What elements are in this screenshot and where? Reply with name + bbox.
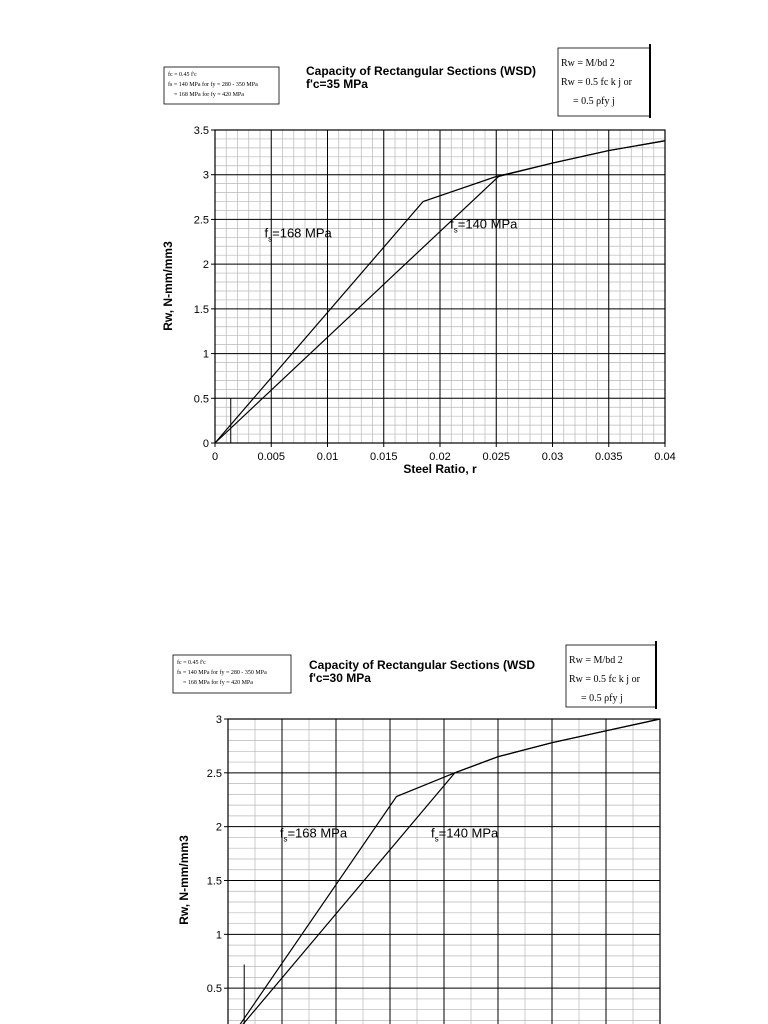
y-tick-label: 1.5: [194, 304, 209, 316]
label-text: =140 MPa: [439, 825, 499, 840]
series-label: fs=168 MPa: [265, 225, 333, 243]
series-label: fs=140 MPa: [431, 825, 499, 843]
series-line: [242, 718, 661, 1024]
y-axis-label: Rw, N-mm/mm3: [161, 241, 175, 331]
label-main: f: [431, 825, 435, 840]
chart-title: f'c=30 MPa: [309, 671, 371, 685]
y-tick-label: 0.5: [194, 393, 209, 405]
notes-box: [163, 66, 280, 105]
plot-frame: [214, 129, 666, 444]
x-tick-label: 0.015: [370, 451, 398, 463]
series-line: [214, 140, 666, 444]
label-text: =168 MPa: [287, 825, 347, 840]
y-tick-label: 2.5: [194, 214, 209, 226]
x-tick-label: 0.005: [257, 451, 285, 463]
y-tick-label: 3: [203, 170, 209, 182]
formula-line: = 0.5 ρfy j: [573, 96, 615, 107]
x-tick-label: 0.02: [429, 451, 450, 463]
x-tick-label: 0.03: [542, 451, 563, 463]
formula-line: Rw = M/bd 2: [569, 655, 623, 666]
x-tick-label: 0.025: [482, 451, 510, 463]
chart-title: Capacity of Rectangular Sections (WSD: [309, 658, 535, 672]
y-tick-label: 1: [216, 929, 222, 941]
label-main: f: [265, 225, 269, 240]
y-tick-label: 3.5: [194, 125, 209, 137]
x-axis-label: Steel Ratio, r: [403, 462, 477, 476]
x-tick-label: 0: [212, 451, 218, 463]
y-tick-label: 1: [203, 349, 209, 361]
label-sub: s: [454, 225, 458, 234]
formula-line: Rw = M/bd 2: [561, 58, 615, 69]
label-sub: s: [268, 234, 272, 243]
formula-line: Rw = 0.5 fc k j or: [561, 77, 633, 88]
y-tick-label: 0.5: [207, 983, 222, 995]
note-line: fs = 140 MPa for fy = 280 - 350 MPa: [177, 669, 267, 676]
y-tick-label: 2: [216, 822, 222, 834]
label-main: f: [450, 216, 454, 231]
label-sub: s: [283, 834, 287, 843]
chart-title: Capacity of Rectangular Sections (WSD): [306, 64, 536, 78]
label-main: f: [280, 825, 284, 840]
label-sub: s: [435, 834, 439, 843]
formula-line: Rw = 0.5 fc k j or: [569, 674, 641, 685]
chart: 0 0.005 0.01 0.015 0.02 0.025 0.03 0.035 0.04 0 0.…: [161, 44, 676, 476]
note-line: = 168 MPa for fy = 420 MPa: [183, 679, 253, 686]
label-text: =140 MPa: [458, 216, 518, 231]
x-tick-label: 0.035: [595, 451, 623, 463]
formula-box: [565, 644, 657, 708]
chart-title: f'c=35 MPa: [306, 77, 368, 91]
note-line: fs = 140 MPa for fy = 280 - 350 MPa: [168, 81, 258, 88]
formula-line: = 0.5 ρfy j: [581, 693, 623, 704]
notes-box: [172, 654, 292, 694]
note-line: = 168 MPa for fy = 420 MPa: [174, 91, 244, 98]
plot-frame: [227, 718, 661, 1024]
x-tick-label: 0.04: [654, 451, 675, 463]
label-text: =168 MPa: [272, 225, 332, 240]
y-tick-label: 0: [203, 438, 209, 450]
x-tick-label: 0.01: [317, 451, 338, 463]
series-label: fs=168 MPa: [280, 825, 348, 843]
y-tick-label: 2.5: [207, 768, 222, 780]
y-tick-label: 3: [216, 714, 222, 726]
y-axis-label: Rw, N-mm/mm3: [177, 835, 191, 925]
note-line: fc = 0.45 f'c: [168, 71, 197, 78]
note-line: fc = 0.45 f'c: [177, 659, 206, 666]
series-label: fs=140 MPa: [450, 216, 518, 234]
y-tick-label: 2: [203, 259, 209, 271]
y-tick-label: 1.5: [207, 876, 222, 888]
formula-box: [557, 47, 651, 117]
